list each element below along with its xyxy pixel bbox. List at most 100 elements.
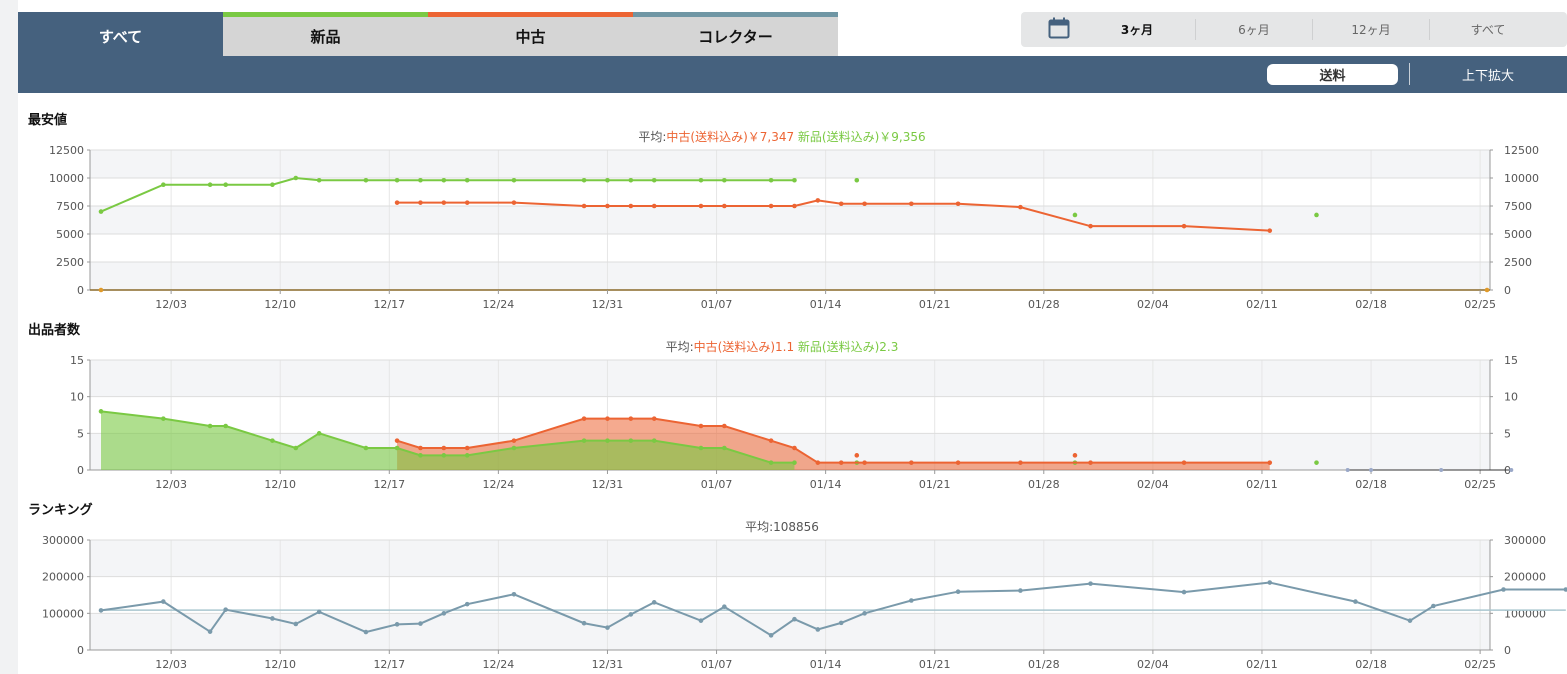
point-ranking bbox=[1407, 618, 1413, 623]
point-new bbox=[223, 423, 228, 429]
tab-new[interactable]: 新品 bbox=[223, 12, 428, 56]
point-new bbox=[441, 453, 447, 458]
point-used bbox=[698, 203, 704, 209]
x-tick-label: 02/18 bbox=[1355, 298, 1387, 311]
point-used bbox=[628, 416, 634, 421]
range-6-months[interactable]: 6ヶ月 bbox=[1238, 23, 1270, 37]
point-ranking bbox=[511, 591, 517, 597]
point-new bbox=[1314, 212, 1319, 218]
x-tick-label: 01/07 bbox=[701, 478, 733, 491]
y-tick-label-right: 200000 bbox=[1504, 571, 1546, 584]
point-collector bbox=[1369, 468, 1374, 472]
point-used bbox=[418, 445, 423, 451]
point-used bbox=[815, 460, 821, 465]
x-tick-label: 02/25 bbox=[1464, 658, 1496, 671]
point-ranking bbox=[464, 601, 470, 607]
plot-band bbox=[90, 178, 1490, 206]
point-used bbox=[441, 200, 447, 205]
y-tick-label-left: 0 bbox=[77, 284, 84, 297]
point-ranking bbox=[1088, 581, 1093, 586]
x-tick-label: 01/21 bbox=[919, 658, 951, 671]
point-new bbox=[1072, 212, 1078, 218]
point-used bbox=[605, 203, 610, 209]
range-all[interactable]: すべて bbox=[1470, 23, 1506, 37]
point-ranking bbox=[98, 608, 104, 613]
x-tick-label: 12/31 bbox=[592, 298, 624, 311]
y-tick-label-left: 200000 bbox=[42, 571, 84, 584]
y-tick-label-right: 0 bbox=[1504, 284, 1511, 297]
x-tick-label: 12/10 bbox=[264, 478, 296, 491]
point-ranking bbox=[293, 621, 299, 627]
x-tick-label: 12/03 bbox=[155, 298, 187, 311]
point-new bbox=[293, 175, 299, 181]
y-tick-label-right: 10 bbox=[1504, 391, 1518, 404]
plot-band bbox=[90, 150, 1490, 178]
point-used bbox=[722, 423, 727, 429]
point-new bbox=[628, 438, 634, 443]
y-tick-label-right: 7500 bbox=[1504, 200, 1532, 213]
x-tick-label: 02/18 bbox=[1355, 658, 1387, 671]
point-collector bbox=[1509, 468, 1514, 472]
point-new bbox=[581, 177, 587, 183]
y-tick-label-right: 300000 bbox=[1504, 534, 1546, 547]
y-tick-label-right: 15 bbox=[1504, 354, 1518, 367]
point-new bbox=[98, 209, 104, 214]
x-tick-label: 12/31 bbox=[592, 658, 624, 671]
subtitle-part: 新品(送料込み)￥9,356 bbox=[794, 129, 926, 144]
point-used bbox=[651, 416, 657, 421]
subtitle-part: 中古(送料込み)1.1 bbox=[694, 339, 794, 354]
point-ranking bbox=[223, 607, 228, 612]
chart-2: 0 0 100000 100000 200000 200000 300000 300000 12… bbox=[42, 520, 1567, 671]
point-ranking bbox=[909, 598, 914, 603]
postage-button[interactable]: 送料 bbox=[1267, 64, 1398, 85]
x-tick-label: 12/24 bbox=[483, 298, 515, 311]
plot-band bbox=[90, 262, 1490, 290]
line-used bbox=[397, 199, 1270, 232]
point-used bbox=[464, 200, 470, 205]
range-12-months[interactable]: 12ヶ月 bbox=[1351, 23, 1391, 37]
point-ranking bbox=[1431, 603, 1436, 609]
y-tick-label-left: 10 bbox=[70, 391, 84, 404]
plot-band bbox=[90, 576, 1490, 614]
point-ranking bbox=[1018, 588, 1023, 593]
chart-title-seller-count: 出品者数 bbox=[28, 323, 81, 338]
point-ranking bbox=[161, 599, 166, 604]
point-new bbox=[223, 182, 228, 188]
calendar-icon[interactable] bbox=[1048, 17, 1070, 39]
point-ranking bbox=[316, 609, 322, 615]
vertical-zoom-button[interactable]: 上下拡大 bbox=[1461, 68, 1514, 84]
range-3-months[interactable]: 3ヶ月 bbox=[1120, 23, 1154, 37]
point-used bbox=[1181, 223, 1187, 229]
point-ranking bbox=[722, 604, 727, 610]
x-tick-label: 12/17 bbox=[373, 658, 405, 671]
point-used bbox=[838, 201, 844, 207]
x-tick-label: 01/21 bbox=[919, 478, 951, 491]
x-tick-label: 01/28 bbox=[1028, 298, 1060, 311]
y-tick-label-right: 5 bbox=[1504, 427, 1511, 440]
tab-collector[interactable]: コレクター bbox=[633, 12, 838, 56]
point-zero bbox=[1484, 287, 1490, 293]
tab-all[interactable]: すべて bbox=[18, 12, 223, 56]
toolbar-divider bbox=[1409, 63, 1410, 85]
subtitle-prefix: 平均: bbox=[638, 130, 666, 144]
plot-band bbox=[90, 613, 1490, 650]
point-new bbox=[605, 177, 610, 183]
point-used bbox=[768, 203, 774, 209]
x-tick-label: 12/10 bbox=[264, 658, 296, 671]
point-new bbox=[363, 177, 369, 183]
point-ranking bbox=[1353, 599, 1358, 604]
tab-used[interactable]: 中古 bbox=[428, 12, 633, 56]
x-tick-label: 01/28 bbox=[1028, 658, 1060, 671]
tab-all-label: すべて bbox=[98, 28, 143, 46]
point-new bbox=[207, 423, 213, 429]
x-tick-label: 02/04 bbox=[1137, 658, 1169, 671]
chart-subtitle: 平均:108856 bbox=[745, 520, 819, 534]
plot-band bbox=[90, 540, 1490, 577]
x-tick-label: 12/17 bbox=[373, 298, 405, 311]
point-new bbox=[161, 182, 166, 188]
point-used bbox=[909, 201, 914, 207]
y-tick-label-left: 5000 bbox=[56, 228, 84, 241]
point-used bbox=[418, 200, 423, 205]
y-tick-label-right: 2500 bbox=[1504, 256, 1532, 269]
